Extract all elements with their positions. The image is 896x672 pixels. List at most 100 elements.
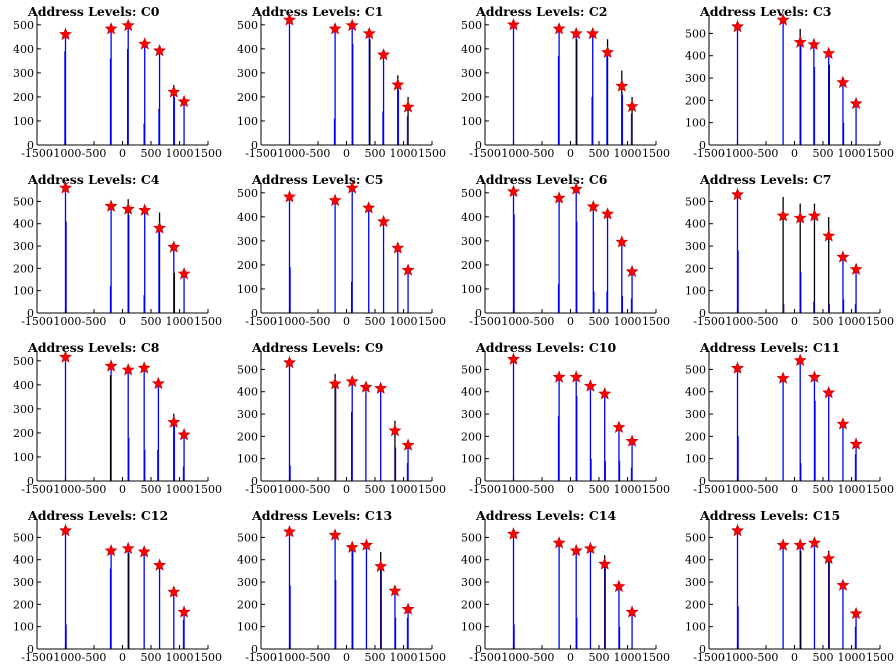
x-tick-label: -1000 bbox=[722, 147, 754, 160]
x-tick-label: 0 bbox=[567, 147, 574, 160]
chart-title: Address Levels: C0 bbox=[28, 4, 160, 19]
y-tick-label: 500 bbox=[461, 363, 482, 376]
x-tick-label: -1000 bbox=[274, 651, 306, 664]
chart-plot: 0 100 200 300 400 500 -1500-1000 -500 0 500 1000 15… bbox=[13, 520, 222, 664]
y-tick-label: 0 bbox=[251, 307, 258, 320]
x-tick-label: -500 bbox=[82, 147, 107, 160]
peak-marker bbox=[731, 187, 744, 201]
y-tick-label: 0 bbox=[251, 475, 258, 488]
chart-title: Address Levels: C9 bbox=[252, 340, 384, 355]
peak-marker bbox=[377, 48, 391, 61]
y-tick-label: 500 bbox=[13, 195, 34, 208]
x-tick-label: 0 bbox=[343, 147, 350, 160]
y-tick-label: 300 bbox=[237, 576, 258, 589]
peak-marker bbox=[583, 379, 597, 392]
peak-marker bbox=[153, 43, 167, 57]
y-tick-label: 0 bbox=[699, 475, 706, 488]
peak-marker bbox=[807, 536, 821, 549]
peak-marker bbox=[104, 543, 118, 557]
y-tick-label: 300 bbox=[461, 408, 482, 421]
x-tick-label: -1500 bbox=[469, 483, 501, 496]
peak-marker bbox=[388, 584, 402, 597]
x-tick-label: 1000 bbox=[390, 147, 418, 160]
chart-panel: Address Levels: C6 0 100 200 300 400 500 -1500-… bbox=[448, 168, 672, 336]
peak-marker bbox=[552, 22, 566, 35]
y-tick-label: 300 bbox=[685, 240, 706, 253]
x-tick-label: 500 bbox=[365, 147, 386, 160]
peak-marker bbox=[151, 376, 165, 390]
peak-marker bbox=[615, 235, 629, 248]
peak-marker bbox=[849, 606, 863, 620]
peak-marker bbox=[569, 543, 583, 557]
chart-title: Address Levels: C4 bbox=[28, 172, 160, 187]
y-tick-label: 200 bbox=[13, 427, 34, 440]
peak-marker bbox=[601, 45, 615, 58]
x-tick-label: -1500 bbox=[21, 315, 53, 328]
x-tick-label: 0 bbox=[567, 651, 574, 664]
peak-marker bbox=[59, 350, 72, 363]
y-tick-label: 400 bbox=[13, 43, 34, 56]
chart-panel: Address Levels: C13 0 100 200 300 400 500 -1500… bbox=[224, 504, 448, 672]
peak-marker bbox=[552, 536, 566, 549]
peak-marker bbox=[283, 190, 296, 203]
peak-marker bbox=[328, 22, 342, 35]
x-tick-label: -1000 bbox=[722, 315, 754, 328]
chart-title: Address Levels: C5 bbox=[252, 172, 384, 187]
x-tick-label: -1500 bbox=[693, 147, 725, 160]
x-tick-label: 500 bbox=[365, 651, 386, 664]
y-tick-label: 500 bbox=[237, 531, 258, 544]
x-tick-label: 1500 bbox=[642, 147, 670, 160]
x-tick-label: -1500 bbox=[245, 483, 277, 496]
y-tick-label: 0 bbox=[475, 475, 482, 488]
chart-plot: 0 100 200 300 400 500 -1500-1000 -500 0 500 1000 15… bbox=[13, 181, 222, 328]
peak-marker bbox=[625, 99, 639, 113]
y-tick-label: 500 bbox=[237, 187, 258, 200]
y-tick-label: 300 bbox=[13, 240, 34, 253]
chart-panel: Address Levels: C1 0 100 200 300 400 500 -1500-… bbox=[224, 0, 448, 168]
y-tick-label: 400 bbox=[237, 43, 258, 56]
peak-marker bbox=[345, 374, 359, 388]
chart-plot: 0 100 200 300 400 500 -1500-1000 -500 0 500 1000 15… bbox=[685, 352, 894, 496]
peak-marker bbox=[569, 182, 583, 195]
y-tick-label: 200 bbox=[685, 598, 706, 611]
x-tick-label: -1000 bbox=[50, 483, 82, 496]
x-tick-label: 1000 bbox=[390, 315, 418, 328]
peak-marker bbox=[552, 191, 566, 204]
x-tick-label: 1500 bbox=[194, 315, 222, 328]
x-tick-label: -500 bbox=[754, 483, 779, 496]
y-tick-label: 400 bbox=[461, 211, 482, 224]
y-tick-label: 100 bbox=[685, 117, 706, 130]
peak-marker bbox=[388, 423, 402, 437]
peak-marker bbox=[849, 262, 863, 275]
peak-marker bbox=[177, 605, 191, 618]
x-tick-label: -1000 bbox=[498, 483, 530, 496]
peak-marker bbox=[153, 558, 167, 571]
chart-plot: 0 100 200 300 400 500 -1500-1000 -500 0 500 1000 15… bbox=[461, 520, 670, 664]
y-tick-label: 200 bbox=[13, 91, 34, 104]
y-tick-label: 500 bbox=[461, 19, 482, 32]
peak-marker bbox=[104, 22, 118, 35]
chart-panel: Address Levels: C4 0 100 200 300 400 500 -1500-… bbox=[0, 168, 224, 336]
chart-plot: 0 100 200 300 400 500 -1500-1000 -500 0 500 1000 15… bbox=[461, 16, 670, 160]
y-tick-label: 500 bbox=[237, 19, 258, 32]
x-tick-label: 0 bbox=[567, 315, 574, 328]
peak-marker bbox=[612, 420, 626, 433]
peak-marker bbox=[359, 538, 373, 551]
peak-marker bbox=[776, 538, 790, 551]
chart-title: Address Levels: C2 bbox=[476, 4, 608, 19]
y-tick-label: 0 bbox=[27, 475, 34, 488]
y-tick-label: 100 bbox=[237, 283, 258, 296]
x-tick-label: 500 bbox=[589, 651, 610, 664]
peak-marker bbox=[836, 417, 850, 430]
chart-plot: 0 100 200 300 400 500 -1500-1000 -500 0 500 1000 15… bbox=[237, 352, 446, 496]
peak-marker bbox=[612, 579, 626, 593]
chart-title: Address Levels: C6 bbox=[476, 172, 608, 187]
x-tick-label: -1500 bbox=[21, 483, 53, 496]
peak-marker bbox=[121, 541, 135, 555]
peak-marker bbox=[283, 13, 296, 26]
x-tick-label: 500 bbox=[141, 315, 162, 328]
y-tick-label: 100 bbox=[13, 451, 34, 464]
peak-marker bbox=[328, 377, 342, 390]
x-tick-label: 500 bbox=[813, 483, 834, 496]
